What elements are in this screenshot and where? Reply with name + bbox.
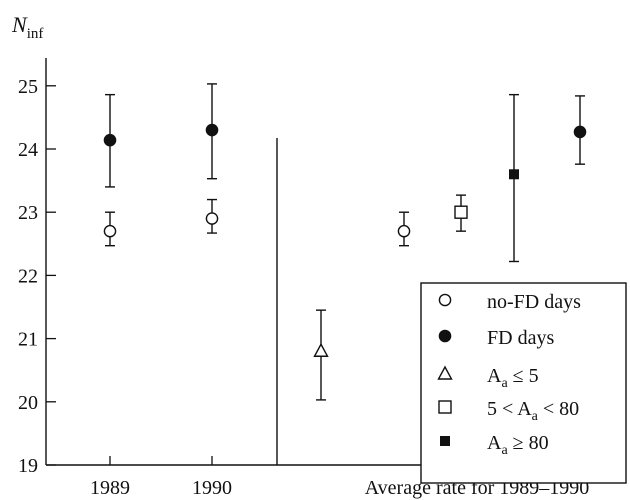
y-tick-label: 19 <box>18 455 38 477</box>
legend-label: FD days <box>487 327 554 349</box>
data-point <box>103 93 117 188</box>
data-point <box>313 309 329 401</box>
point-marker <box>397 224 411 238</box>
legend-label: Aa ≥ 80 <box>487 432 549 458</box>
legend-item: 5 < Aa < 80 <box>438 398 579 424</box>
y-tick-label: 20 <box>18 392 38 414</box>
legend-item: no-FD days <box>438 291 581 313</box>
y-tick-label: 23 <box>18 202 38 224</box>
point-marker <box>573 125 587 139</box>
data-point <box>205 83 219 180</box>
legend-item: Aa ≤ 5 <box>437 365 539 391</box>
point-marker <box>313 342 329 357</box>
legend-label: no-FD days <box>487 291 581 313</box>
y-tick-label: 25 <box>18 76 38 98</box>
y-tick-label: 21 <box>18 329 38 351</box>
legend-box <box>420 282 627 484</box>
y-tick-label: 24 <box>18 139 38 161</box>
data-point <box>205 198 219 234</box>
y-tick-label: 22 <box>18 265 38 287</box>
legend: no-FD days FD days Aa ≤ 5 5 < Aa < 80 Aa ≥ 8… <box>420 282 627 484</box>
point-marker <box>205 212 219 225</box>
legend-marker <box>440 436 450 446</box>
data-marks <box>103 83 587 401</box>
point-marker <box>454 205 468 219</box>
data-point <box>509 93 519 263</box>
y-axis-label: Ninf <box>11 12 43 42</box>
legend-marker <box>437 365 453 380</box>
data-point <box>397 211 411 247</box>
x-tick-label: 1990 <box>192 477 232 499</box>
legend-marker <box>438 329 452 343</box>
legend-label: Aa ≤ 5 <box>487 365 539 391</box>
data-point <box>103 211 117 247</box>
point-marker <box>103 133 117 147</box>
data-point <box>454 194 468 232</box>
legend-marker <box>438 400 452 414</box>
legend-marker <box>438 293 452 307</box>
point-marker <box>509 169 519 180</box>
y-ticks: 19 20 21 22 23 24 25 <box>18 76 56 477</box>
legend-item: FD days <box>438 327 554 349</box>
y-axis-label-sub: inf <box>27 26 44 42</box>
legend-item: Aa ≥ 80 <box>440 432 549 458</box>
point-marker <box>205 123 219 137</box>
x-tick-label: 1989 <box>90 477 130 499</box>
data-point <box>573 95 587 165</box>
y-axis-label-main: N <box>11 12 28 37</box>
legend-label: 5 < Aa < 80 <box>487 398 579 424</box>
point-marker <box>103 224 117 238</box>
